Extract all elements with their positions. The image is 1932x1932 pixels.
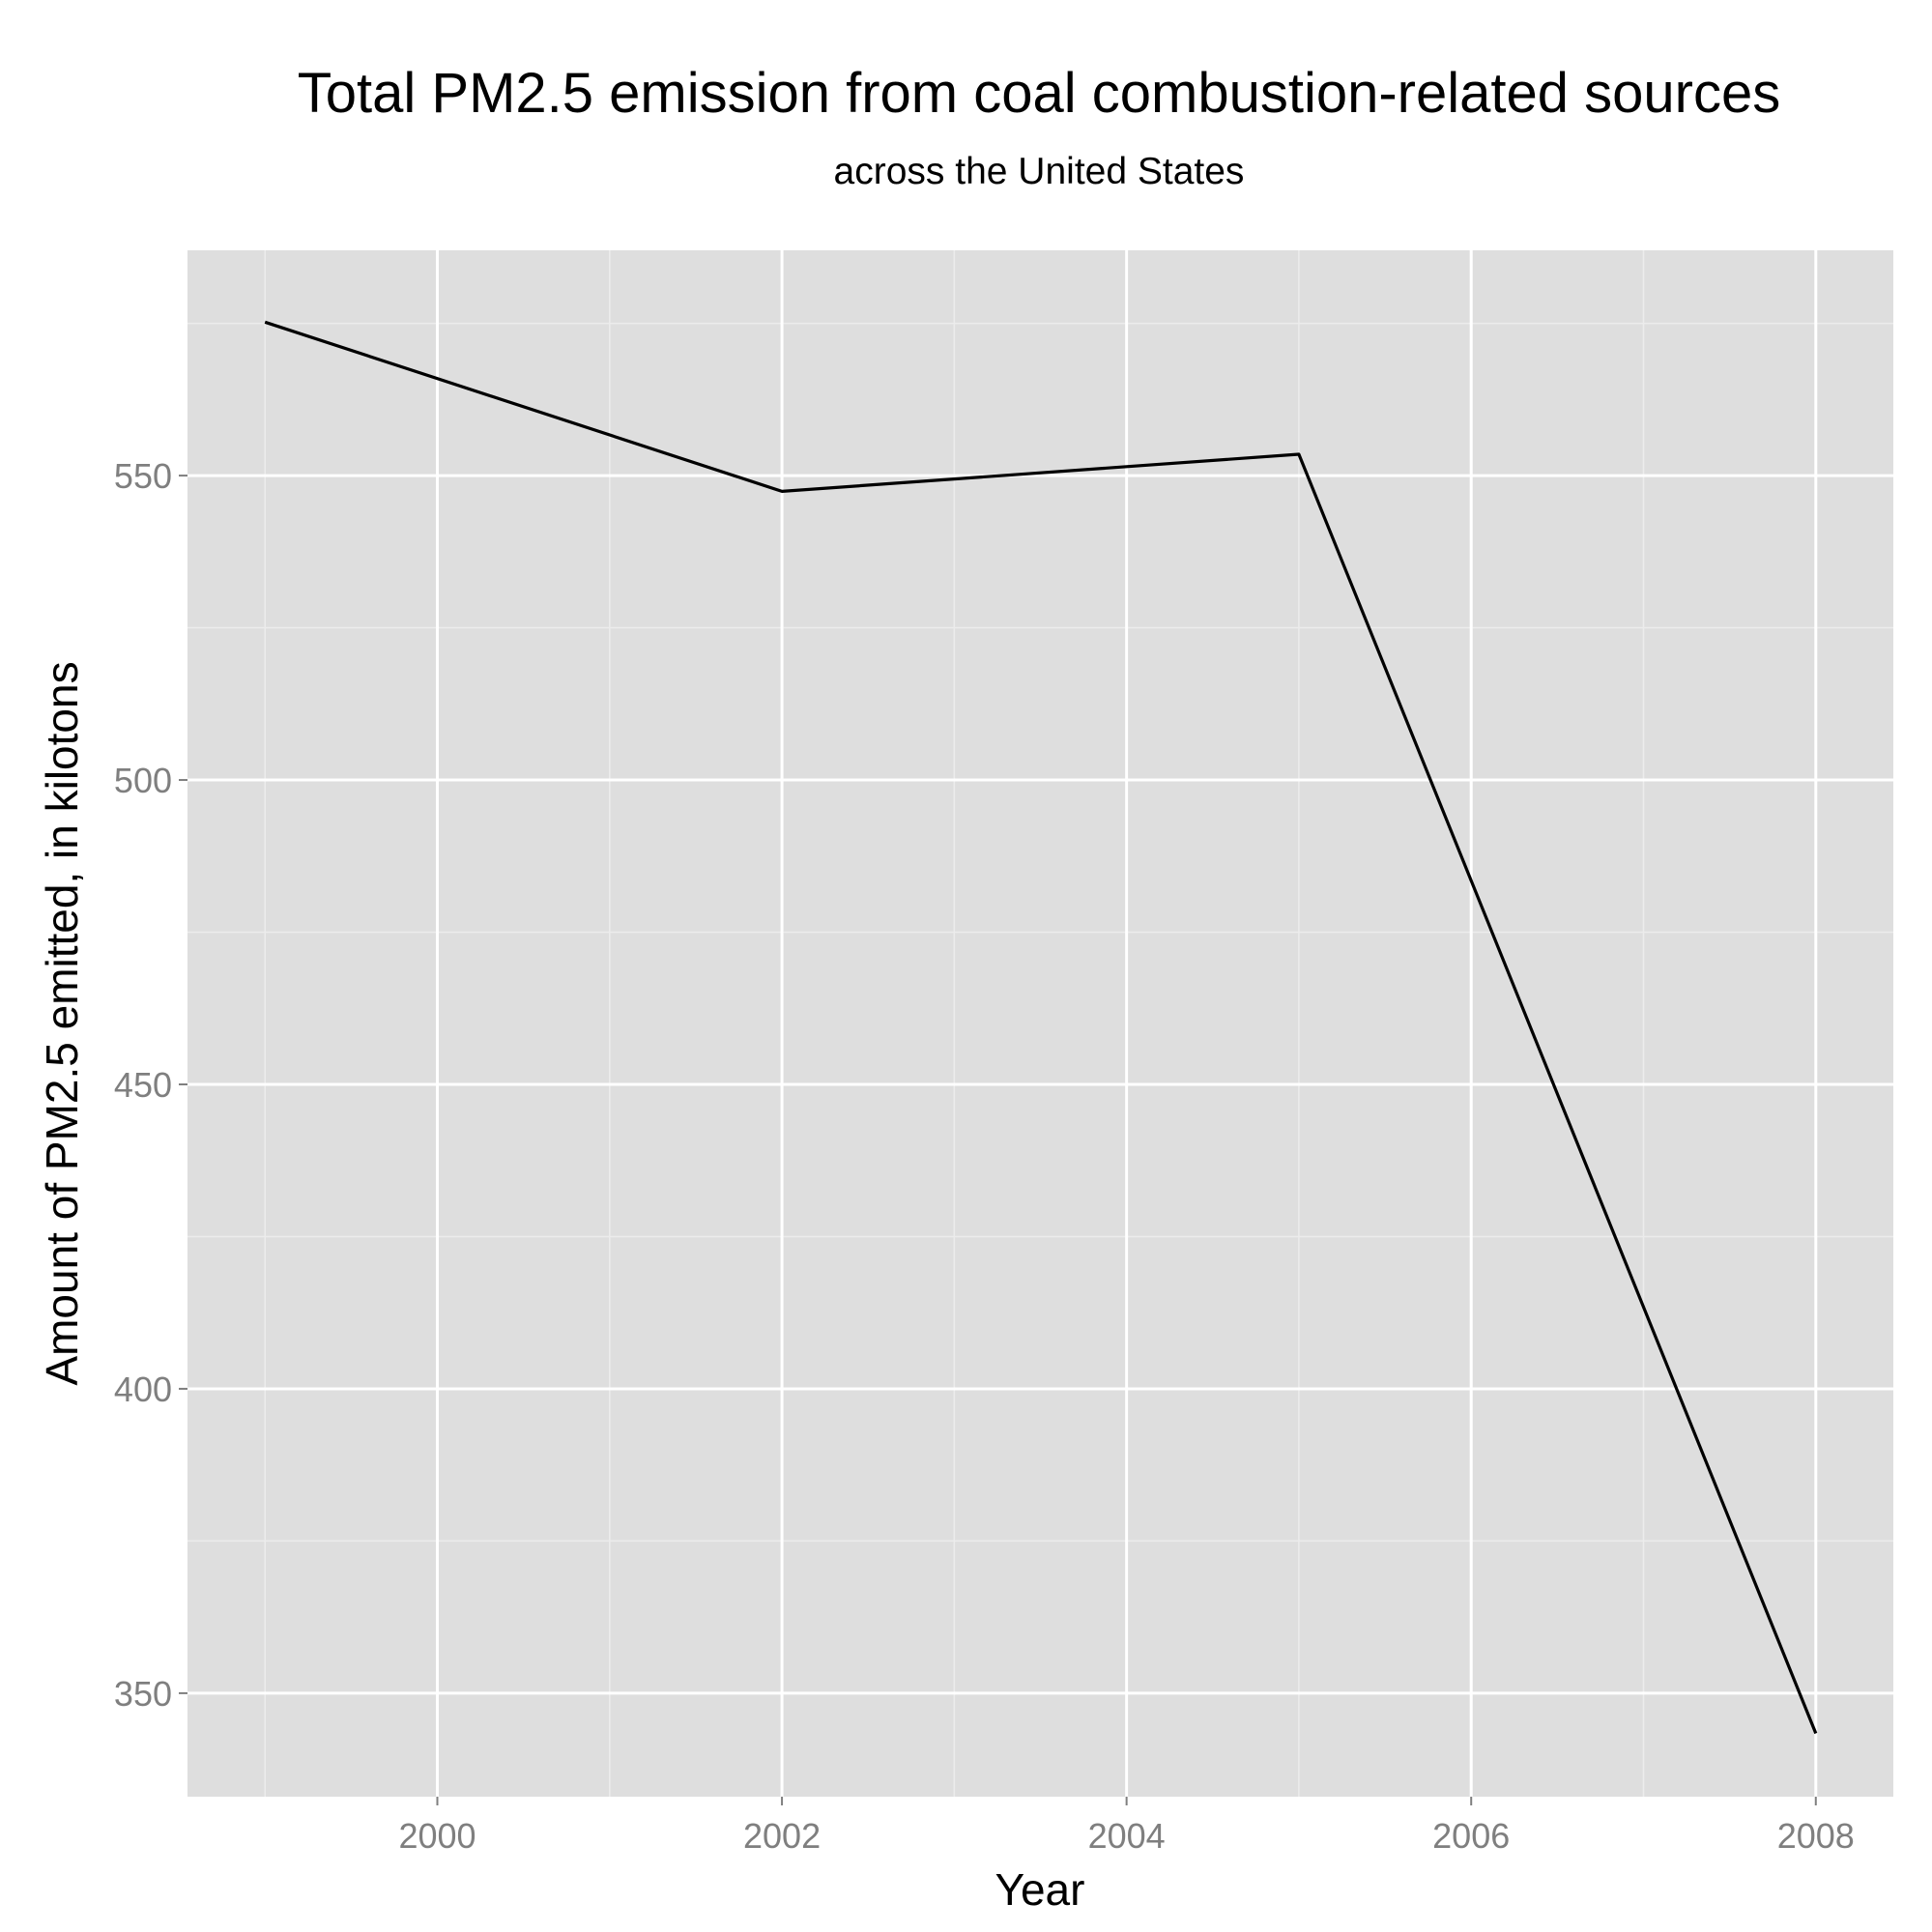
- x-tick-label: 2002: [743, 1816, 821, 1856]
- y-tick-label: 350: [114, 1674, 172, 1714]
- x-tick-label: 2004: [1088, 1816, 1166, 1856]
- x-axis-title: Year: [995, 1864, 1085, 1915]
- y-tick-label: 450: [114, 1065, 172, 1105]
- y-tick-label: 500: [114, 761, 172, 800]
- y-tick-label: 400: [114, 1370, 172, 1409]
- x-tick-label: 2006: [1432, 1816, 1510, 1856]
- x-tick-label: 2000: [398, 1816, 476, 1856]
- y-axis-title: Amount of PM2.5 emitted, in kilotons: [37, 661, 87, 1385]
- chart-subtitle: across the United States: [834, 151, 1245, 192]
- series-layer: [264, 320, 1818, 1735]
- y-axis-ticks: 350 400 450 500 550: [114, 456, 187, 1714]
- major-gridlines: [187, 250, 1893, 1797]
- plot-panel: [187, 250, 1893, 1797]
- x-axis-ticks: 2000 2002 2004 2006 2008: [398, 1797, 1855, 1856]
- series-line: [264, 320, 1818, 1735]
- x-tick-label: 2008: [1777, 1816, 1855, 1856]
- y-tick-label: 550: [114, 456, 172, 496]
- minor-gridlines: [187, 250, 1893, 1797]
- chart-title: Total PM2.5 emission from coal combustio…: [298, 62, 1780, 125]
